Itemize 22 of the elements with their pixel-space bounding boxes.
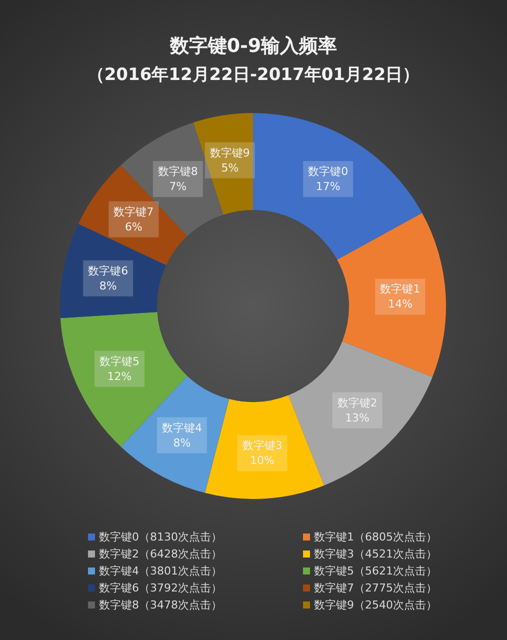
legend-label: 数字键2（6428次点击）: [99, 548, 222, 560]
legend-label: 数字键5（5621次点击）: [314, 564, 437, 578]
data-label: 数字键8 7%: [158, 165, 198, 194]
legend-label: 数字键6（3792次点击）: [99, 582, 222, 594]
legend-label: 数字键8（3478次点击）: [99, 598, 222, 612]
subtitle: （2016年12月22日-2017年01月22日）: [87, 65, 420, 85]
data-label: 数字键6 8%: [88, 264, 128, 292]
data-label: 数字键4 8%: [162, 421, 202, 450]
legend-label: 数字键3（4521次点击）: [314, 548, 437, 560]
data-label: 数字键1 14%: [380, 282, 420, 311]
data-label: 数字键0 17%: [308, 165, 348, 194]
legend-label: 数字键1（6805次点击）: [314, 530, 437, 544]
legend-label: 数字键7（2775次点击）: [314, 582, 437, 594]
legend-label: 数字键4（3801次点击）: [99, 564, 222, 578]
legend-label: 数字键9（2540次点击）: [314, 598, 437, 612]
legend-label: 数字键0（8130次点击）: [99, 530, 222, 544]
data-label: 数字键9 5%: [210, 146, 250, 174]
data-label: 数字键2 13%: [337, 396, 378, 424]
data-label: 数字键3 10%: [242, 439, 282, 468]
title: 数字键0-9输入频率: [170, 35, 338, 57]
data-label: 数字键5 12%: [100, 354, 140, 383]
data-label: 数字键7 6%: [114, 205, 154, 234]
